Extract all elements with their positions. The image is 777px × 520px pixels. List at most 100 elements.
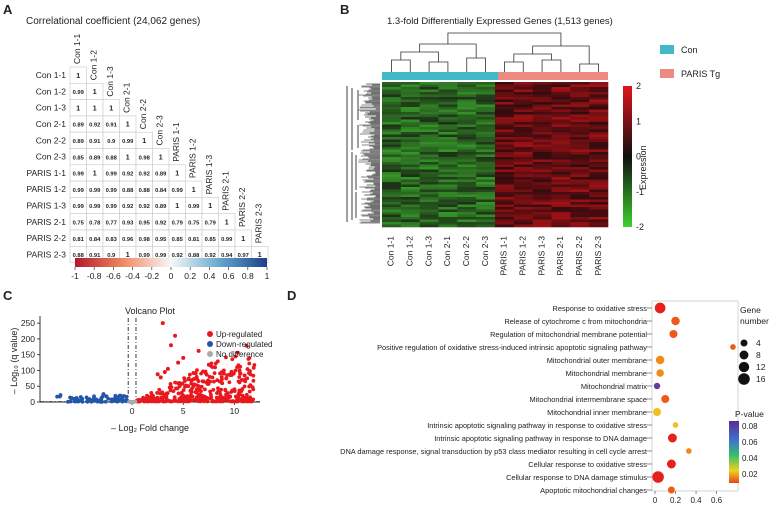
heat-cell	[532, 164, 552, 168]
heat-cell	[438, 82, 458, 85]
go-point	[666, 459, 676, 469]
size-legend-marker	[740, 339, 748, 347]
heat-cell	[419, 194, 439, 198]
heat-cell	[400, 117, 420, 120]
heat-cell	[419, 127, 439, 130]
cell-value: 0.75	[188, 220, 200, 226]
cell-value: 1	[241, 236, 245, 243]
heat-cell	[495, 127, 515, 130]
cell-value: 0.98	[139, 237, 151, 243]
heat-cell	[457, 204, 477, 208]
heat-cell	[419, 119, 439, 123]
heat-cell	[589, 222, 609, 225]
heat-cell	[438, 132, 458, 135]
heat-cell	[551, 102, 571, 105]
cell-value: 0.99	[106, 172, 118, 178]
heat-cell	[570, 159, 590, 163]
volcano-point	[191, 370, 196, 375]
col-label: Con 1-2	[89, 50, 99, 81]
panel-d-label: D	[287, 288, 296, 303]
heat-cell	[438, 192, 458, 195]
heat-cell	[589, 139, 609, 143]
heat-cell	[457, 182, 477, 185]
heat-cell	[513, 204, 533, 208]
cell-value: 1	[258, 252, 262, 259]
cell-value: 0.84	[155, 188, 167, 194]
pvalue-tick-label: 0.06	[742, 438, 758, 447]
up-point	[173, 380, 178, 385]
heat-cell	[551, 169, 571, 173]
up-point	[219, 375, 224, 379]
heat-cell	[513, 174, 533, 178]
volcano-point	[201, 379, 206, 384]
up-point	[247, 389, 252, 394]
heat-cell	[495, 107, 515, 110]
heat-cell	[419, 152, 439, 155]
heat-cell	[438, 129, 458, 133]
heat-cell	[476, 92, 496, 95]
heat-cell	[570, 149, 590, 153]
down-point	[117, 397, 122, 402]
down-point	[58, 393, 63, 397]
heat-cell	[532, 157, 552, 160]
heat-cell	[532, 142, 552, 145]
up-point	[248, 372, 253, 377]
heat-cell	[495, 137, 515, 140]
row-label: Con 2-3	[36, 152, 67, 162]
heat-cell	[382, 124, 402, 128]
heat-cell	[400, 182, 420, 185]
colorbar-tick-label: -0.8	[87, 271, 102, 281]
heat-cell	[400, 194, 420, 198]
heat-cell	[419, 134, 439, 138]
heat-cell	[400, 202, 420, 205]
cell-value: 1	[109, 105, 113, 112]
heat-cell	[419, 224, 439, 228]
cell-value: 0.93	[122, 220, 134, 226]
expression-colorbar-ticks: 2 1 0 -1 -2	[636, 81, 644, 232]
heat-cell	[570, 184, 590, 188]
heat-cell	[438, 189, 458, 193]
heat-cell	[476, 127, 496, 130]
heat-cell	[457, 184, 477, 188]
heat-cell	[457, 97, 477, 100]
heat-cell	[476, 222, 496, 225]
heat-cell	[495, 139, 515, 143]
heat-cell	[438, 134, 458, 138]
colorbar-tick-label: -0.4	[125, 271, 140, 281]
cell-value: 0.99	[73, 172, 85, 178]
heat-cell	[513, 109, 533, 113]
heat-cell	[438, 94, 458, 98]
heat-cell	[382, 194, 402, 198]
heat-cell	[400, 152, 420, 155]
heat-cell	[570, 144, 590, 148]
col-label: Con 2-3	[155, 115, 165, 146]
heat-cell	[495, 94, 515, 98]
up-point	[168, 399, 173, 404]
heat-cell	[438, 172, 458, 175]
heat-cell	[438, 99, 458, 103]
heat-cell	[551, 117, 571, 120]
heat-cell	[457, 222, 477, 225]
heat-cell	[589, 132, 609, 135]
up-point	[197, 387, 201, 392]
cell-value: 0.96	[122, 237, 134, 243]
heat-cell	[551, 137, 571, 140]
heat-cell	[551, 129, 571, 133]
heat-cell	[400, 127, 420, 130]
heat-cell	[570, 187, 590, 190]
cell-value: 0.79	[205, 220, 217, 226]
go-enrichment-plot: Response to oxidative stress Release of c…	[340, 300, 739, 505]
correlation-colorbar	[75, 258, 267, 267]
heat-cell	[400, 164, 420, 168]
heat-cell	[438, 224, 458, 228]
heat-cell	[419, 214, 439, 218]
heat-cell	[457, 152, 477, 155]
heat-cell	[589, 179, 609, 183]
pvalue-tick-label: 0.02	[742, 470, 758, 479]
heat-cell	[513, 137, 533, 140]
up-point	[250, 385, 255, 390]
heat-cell	[570, 89, 590, 93]
heat-cell	[589, 109, 609, 113]
heat-cell	[382, 154, 402, 158]
up-point	[249, 399, 254, 404]
